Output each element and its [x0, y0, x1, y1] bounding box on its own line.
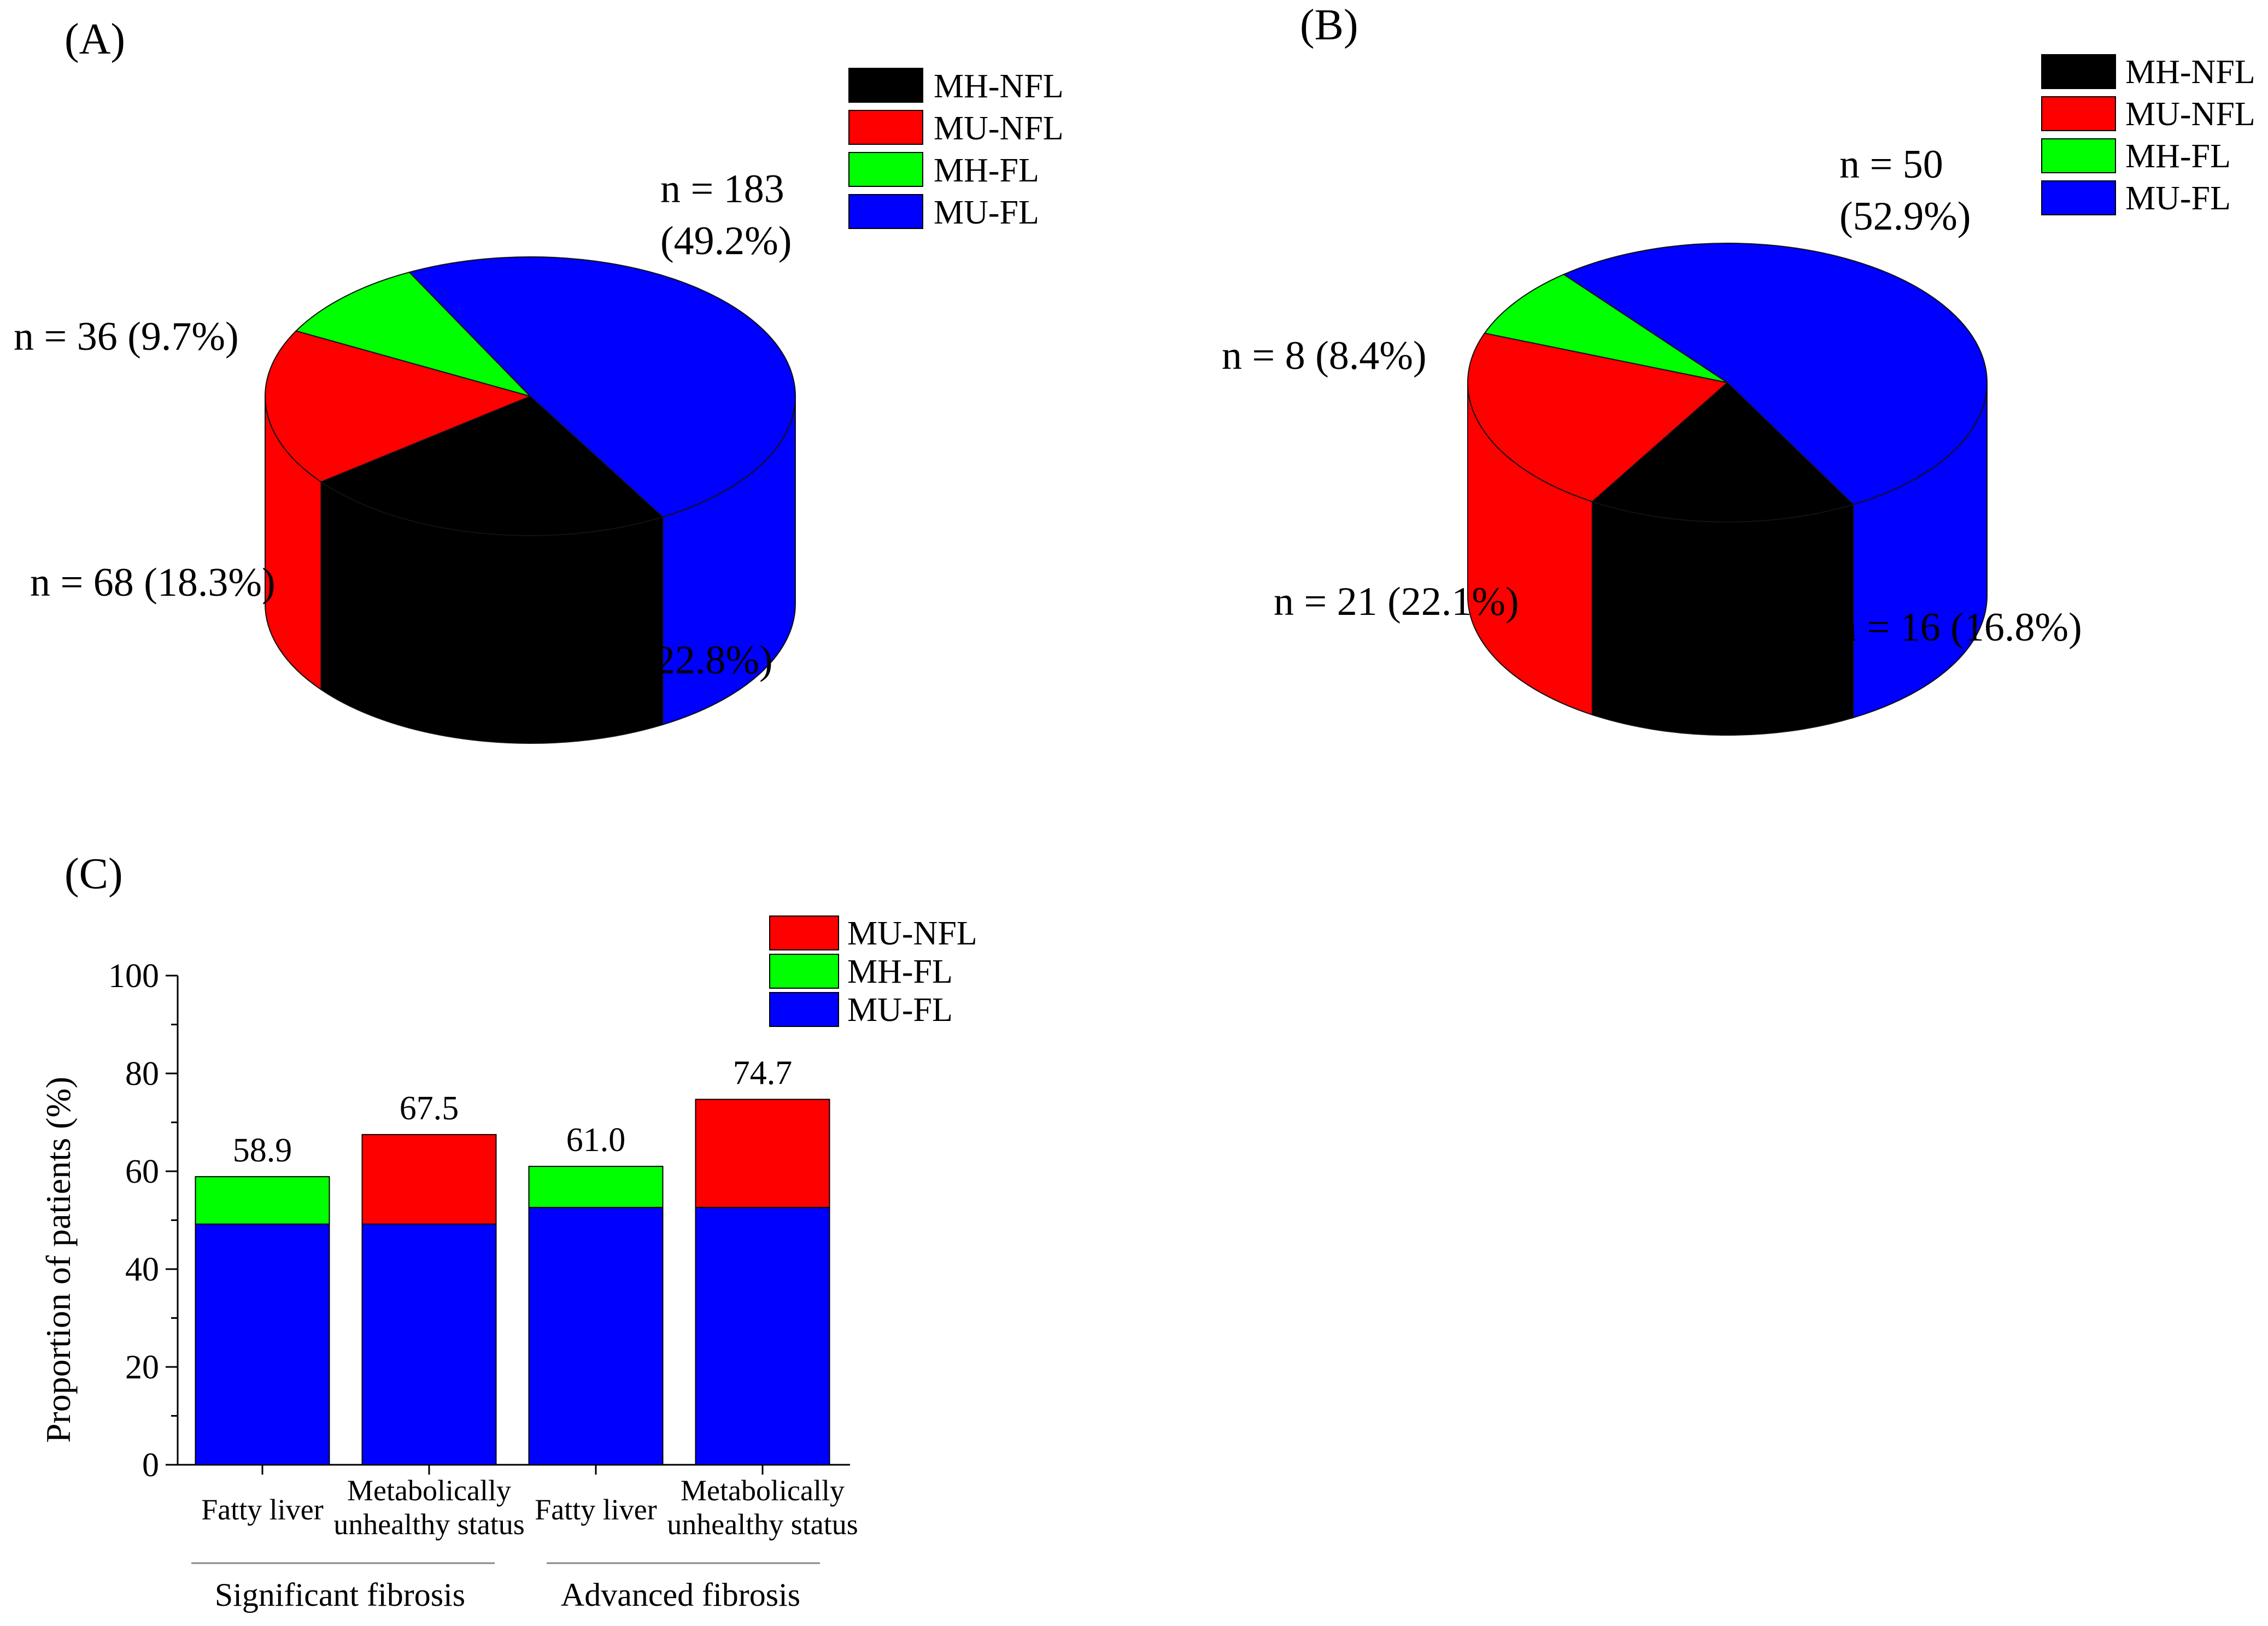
- legend-c-label-mu-fl: MU-FL: [847, 991, 953, 1029]
- pie-chart-a: [265, 256, 796, 744]
- pie-a-label-mu-fl: n = 183: [660, 167, 784, 212]
- panel-a: (A) MH-NFL MU-NFL MH-FL MU-FL n = 183 (4…: [14, 15, 1064, 744]
- bar-total-label: 67.5: [400, 1090, 459, 1127]
- legend-b: MH-NFL MU-NFL MH-FL MU-FL: [2041, 54, 2255, 217]
- bar-chart-axes: 0 20 40 60 80 100: [108, 958, 850, 1484]
- category-label: Metabolically: [681, 1474, 845, 1507]
- bar-total-label: 74.7: [733, 1054, 793, 1091]
- legend-b-label-mh-nfl: MH-NFL: [2125, 54, 2255, 91]
- pie-a-label-mh-fl: n = 36 (9.7%): [14, 314, 239, 359]
- pie-b-label-mu-fl-pct: (52.9%): [1839, 194, 1971, 239]
- legend-b-label-mu-nfl: MU-NFL: [2125, 96, 2255, 133]
- legend-b-swatch-mu-nfl: [2041, 96, 2116, 131]
- pie-b-label-mu-nfl: n = 21 (22.1%): [1274, 579, 1519, 624]
- pie-a-slice-mh-fl: [295, 271, 532, 397]
- group-label-advanced: Advanced fibrosis: [561, 1577, 800, 1613]
- pie-a-slice-mh-nfl: [320, 395, 664, 536]
- y-tick-label: 60: [125, 1153, 159, 1190]
- bar-total-label: 61.0: [566, 1122, 626, 1159]
- y-tick-label: 0: [142, 1447, 159, 1484]
- legend-c-swatch-mh-fl: [769, 954, 839, 989]
- legend-a-label-mh-fl: MH-FL: [934, 152, 1039, 189]
- pie-b-label-mh-nfl: n = 16 (16.8%): [1837, 605, 2082, 650]
- pie-b-side-walls: [1467, 382, 1988, 736]
- panel-b-label: (B): [1300, 1, 1358, 49]
- legend-a: MH-NFL MU-NFL MH-FL MU-FL: [848, 68, 1064, 231]
- legend-b-swatch-mh-fl: [2041, 138, 2116, 173]
- bar-segment-mu-fl: [695, 1207, 830, 1465]
- pie-a-labels: n = 183 (49.2%) n = 36 (9.7%) n = 68 (18…: [14, 167, 792, 683]
- legend-b-label-mu-fl: MU-FL: [2125, 180, 2231, 217]
- legend-a-label-mh-nfl: MH-NFL: [934, 68, 1064, 105]
- bar-segment-mu-fl: [195, 1223, 330, 1465]
- category-label: Fatty liver: [535, 1493, 657, 1526]
- bar-stack: 61.0: [528, 1122, 664, 1465]
- legend-b-label-mh-fl: MH-FL: [2125, 138, 2231, 175]
- y-tick-label: 80: [125, 1055, 159, 1093]
- pie-b-label-mh-fl: n = 8 (8.4%): [1222, 333, 1427, 378]
- category-label: unhealthy status: [333, 1508, 524, 1541]
- panel-c: (C) MU-NFL MH-FL MU-FL Proportion of pat…: [39, 850, 977, 1613]
- legend-a-swatch-mh-fl: [848, 152, 923, 187]
- panel-b: (B) MH-NFL MU-NFL MH-FL MU-FL n = 50 (52…: [1222, 1, 2255, 736]
- pie-b-slice-mh-fl: [1484, 273, 1728, 383]
- group-label-significant: Significant fibrosis: [215, 1577, 465, 1613]
- bar-segment-mu-fl: [528, 1207, 664, 1465]
- legend-b-swatch-mh-nfl: [2041, 54, 2116, 89]
- pie-a-label-mu-nfl: n = 68 (18.3%): [30, 560, 276, 605]
- bar-segment-mu-fl: [361, 1223, 497, 1465]
- legend-c-label-mu-nfl: MU-NFL: [847, 915, 977, 952]
- pie-b-label-mu-fl: n = 50: [1839, 142, 1943, 187]
- legend-c-swatch-mu-nfl: [769, 915, 839, 950]
- legend-a-swatch-mu-nfl: [848, 110, 923, 145]
- bar-segment-mu-nfl: [695, 1099, 830, 1208]
- bar-total-label: 58.9: [233, 1132, 292, 1169]
- category-label: unhealthy status: [667, 1508, 858, 1541]
- category-label: Fatty liver: [201, 1493, 323, 1526]
- panel-c-label: (C): [65, 850, 123, 898]
- legend-c-swatch-mu-fl: [769, 992, 839, 1027]
- pie-b-slices: [1467, 242, 1988, 523]
- bar-stack: 67.5: [361, 1090, 497, 1465]
- pie-b-wall-mh-nfl: [1591, 501, 1854, 736]
- category-label: Metabolically: [347, 1474, 511, 1507]
- legend-a-label-mu-nfl: MU-NFL: [934, 110, 1064, 147]
- pie-a-side-walls: [265, 396, 796, 744]
- pie-a-slices: [265, 256, 796, 536]
- pie-a-slice-mu-nfl: [265, 330, 532, 483]
- pie-a-label-mu-fl-pct: (49.2%): [660, 219, 792, 263]
- legend-b-swatch-mu-fl: [2041, 180, 2116, 215]
- pie-b-labels: n = 50 (52.9%) n = 8 (8.4%) n = 21 (22.1…: [1222, 142, 2082, 650]
- legend-a-swatch-mh-nfl: [848, 68, 923, 103]
- group-labels: Significant fibrosis Advanced fibrosis: [191, 1562, 820, 1613]
- panel-a-label: (A): [65, 15, 125, 63]
- legend-a-swatch-mu-fl: [848, 194, 923, 229]
- bar-segment-mu-nfl: [361, 1134, 497, 1225]
- bar-segment-mh-fl: [528, 1166, 664, 1208]
- y-tick-label: 100: [108, 958, 159, 995]
- bar-stack: 58.9: [195, 1132, 330, 1465]
- pie-b-slice-mu-nfl: [1467, 332, 1729, 502]
- pie-chart-b: [1467, 242, 1988, 736]
- pie-a-label-mh-nfl: n = 85 (22.8%): [528, 638, 773, 683]
- bar-segment-mh-fl: [195, 1176, 330, 1225]
- pie-b-slice-mh-nfl: [1591, 381, 1855, 523]
- y-tick-label: 20: [125, 1349, 159, 1386]
- y-axis-title: Proportion of patients (%): [39, 1077, 78, 1443]
- bar-stack: 74.7: [695, 1054, 830, 1465]
- pie-b-slice-mu-fl: [1562, 242, 1988, 506]
- legend-c: MU-NFL MH-FL MU-FL: [769, 915, 977, 1029]
- pie-a-slice-mu-fl: [408, 256, 796, 518]
- legend-a-label-mu-fl: MU-FL: [934, 194, 1039, 231]
- bar-chart-bars: 58.9 67.5 61.0 74.7: [195, 1054, 830, 1465]
- y-tick-label: 40: [125, 1251, 159, 1288]
- legend-c-label-mh-fl: MH-FL: [847, 953, 953, 990]
